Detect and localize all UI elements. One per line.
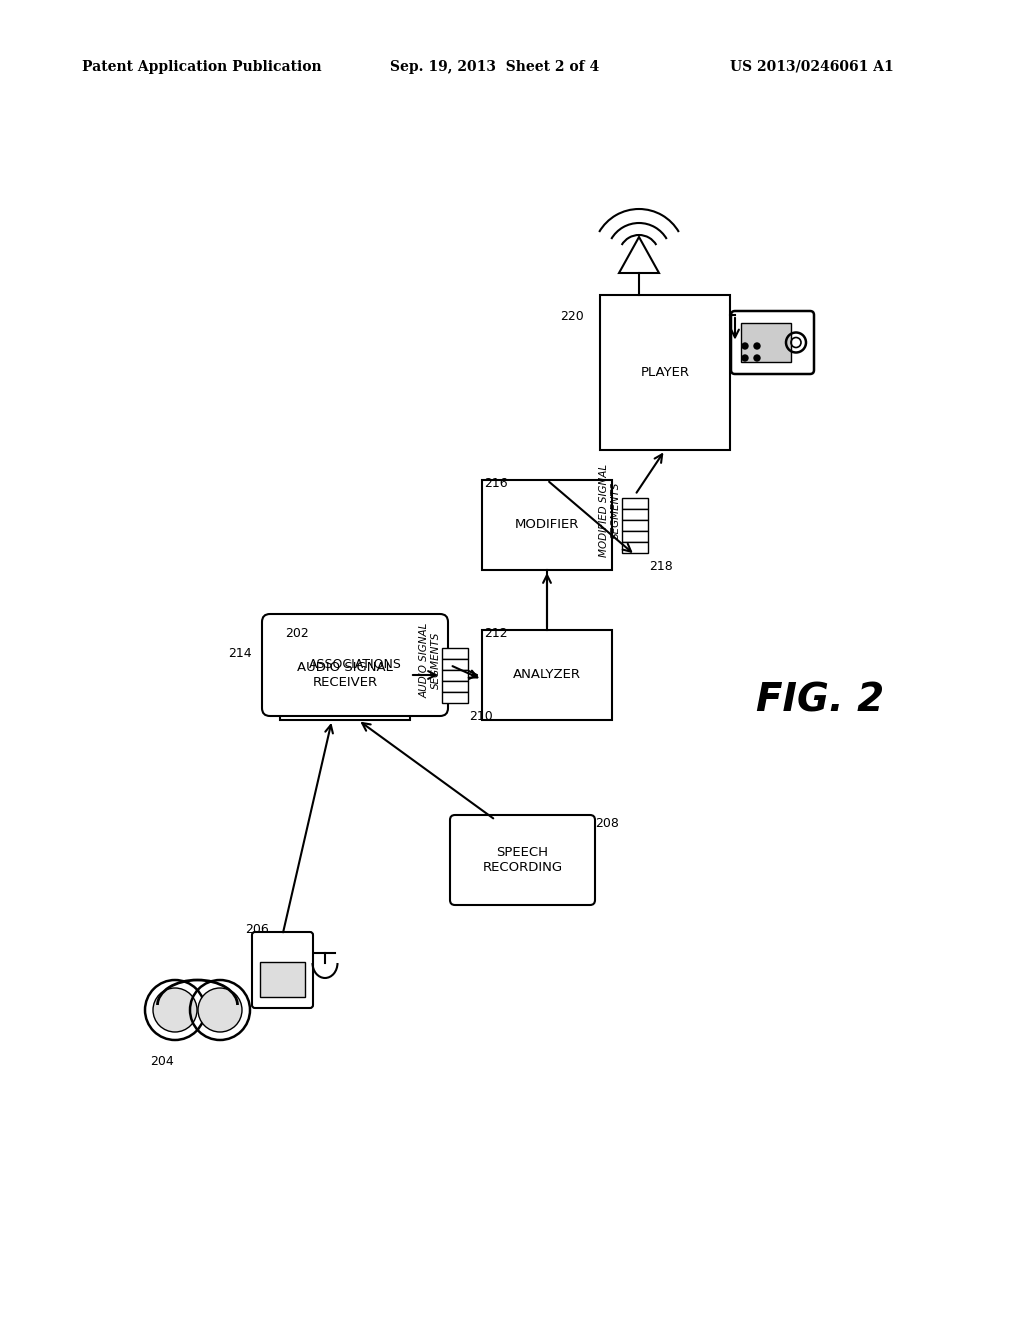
Text: FIG. 2: FIG. 2 [756, 681, 884, 719]
Bar [280, 630, 410, 719]
Text: ASSOCIATIONS: ASSOCIATIONS [308, 659, 401, 672]
Text: Sep. 19, 2013  Sheet 2 of 4: Sep. 19, 2013 Sheet 2 of 4 [390, 59, 599, 74]
Text: 216: 216 [484, 477, 508, 490]
Bar [622, 520, 648, 531]
Bar [482, 630, 612, 719]
Bar [482, 480, 612, 570]
Bar [600, 294, 730, 450]
Bar [622, 531, 648, 541]
Text: MODIFIER: MODIFIER [515, 519, 580, 532]
Text: 202: 202 [285, 627, 309, 640]
Bar [442, 681, 468, 692]
Bar [741, 323, 791, 362]
FancyBboxPatch shape [450, 814, 595, 906]
Text: 206: 206 [245, 923, 268, 936]
Circle shape [742, 355, 748, 360]
Bar [442, 648, 468, 659]
Circle shape [742, 343, 748, 348]
Text: 214: 214 [228, 647, 252, 660]
Text: PLAYER: PLAYER [640, 366, 689, 379]
Text: 218: 218 [649, 560, 673, 573]
Text: 208: 208 [595, 817, 618, 830]
Text: 220: 220 [560, 310, 584, 323]
Text: 210: 210 [469, 710, 493, 723]
Bar [442, 692, 468, 702]
Bar [260, 962, 305, 997]
Text: SPEECH
RECORDING: SPEECH RECORDING [482, 846, 562, 874]
Text: Patent Application Publication: Patent Application Publication [82, 59, 322, 74]
Circle shape [198, 987, 242, 1032]
Text: AUDIO SIGNAL
RECEIVER: AUDIO SIGNAL RECEIVER [297, 661, 393, 689]
Text: US 2013/0246061 A1: US 2013/0246061 A1 [730, 59, 894, 74]
Text: 212: 212 [484, 627, 508, 640]
Bar [622, 498, 648, 508]
Bar [442, 659, 468, 669]
Circle shape [754, 343, 760, 348]
Bar [622, 508, 648, 520]
Circle shape [153, 987, 197, 1032]
FancyBboxPatch shape [252, 932, 313, 1008]
Text: 204: 204 [150, 1055, 174, 1068]
FancyBboxPatch shape [262, 614, 449, 715]
Circle shape [754, 355, 760, 360]
Text: AUDIO SIGNAL
SEGMENTS: AUDIO SIGNAL SEGMENTS [420, 622, 441, 698]
FancyBboxPatch shape [731, 312, 814, 374]
Polygon shape [618, 238, 659, 273]
Bar [622, 541, 648, 553]
Text: ANALYZER: ANALYZER [513, 668, 581, 681]
Bar [442, 669, 468, 681]
Text: MODIFIED SIGNAL
SEGMENTS: MODIFIED SIGNAL SEGMENTS [599, 463, 621, 557]
